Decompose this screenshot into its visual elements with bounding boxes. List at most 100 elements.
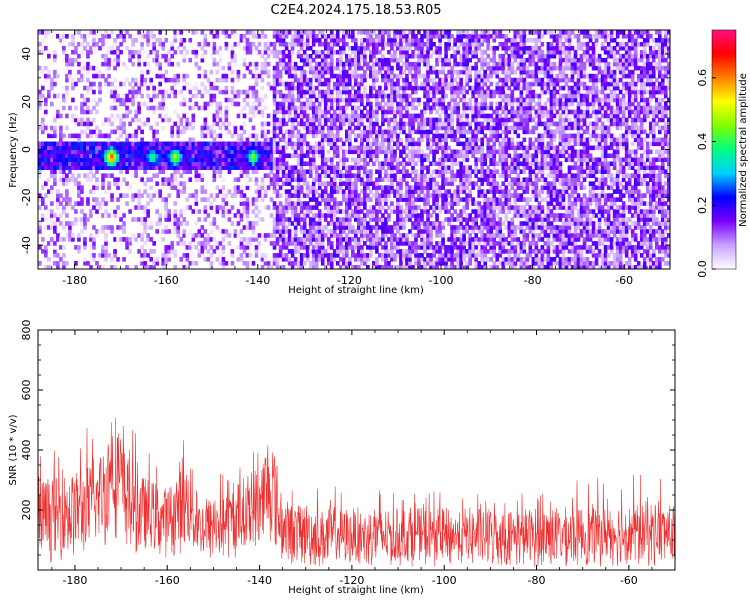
heatmap-cell	[44, 77, 48, 83]
heatmap-cell	[221, 161, 226, 167]
heatmap-cell	[414, 53, 418, 59]
heatmap-cell	[405, 141, 409, 147]
heatmap-cell	[308, 249, 313, 254]
heatmap-cell	[372, 245, 376, 250]
heatmap-cell	[302, 125, 307, 131]
heatmap-cell	[284, 229, 289, 234]
heatmap-cell	[122, 213, 126, 218]
heatmap-cell	[290, 141, 295, 147]
heatmap-cell	[381, 221, 385, 226]
heatmap-cell	[335, 145, 340, 151]
heatmap-cell	[170, 89, 175, 95]
heatmap-cell	[44, 249, 48, 254]
heatmap-cell	[357, 165, 361, 171]
heatmap-cell	[426, 221, 430, 226]
heatmap-cell	[284, 85, 289, 91]
heatmap-cell	[104, 133, 108, 139]
heatmap-cell	[399, 57, 403, 63]
heatmap-cell	[209, 81, 214, 87]
heatmap-cell	[369, 93, 373, 99]
heatmap-cell	[47, 149, 51, 155]
heatmap-cell	[396, 109, 400, 115]
heatmap-cell	[350, 157, 355, 163]
heatmap-cell	[74, 217, 78, 222]
heatmap-cell	[287, 153, 292, 159]
heatmap-cell	[134, 173, 138, 178]
heatmap-cell	[357, 105, 361, 111]
heatmap-cell	[71, 117, 75, 123]
heatmap-cell	[143, 145, 147, 151]
heatmap-cell	[134, 89, 138, 95]
heatmap-cell	[215, 113, 220, 119]
heatmap-cell	[329, 257, 334, 262]
heatmap-cell	[432, 125, 436, 131]
heatmap-cell	[399, 161, 403, 167]
heatmap-cell	[164, 249, 169, 254]
heatmap-cell	[38, 173, 42, 178]
heatmap-cell	[176, 181, 181, 186]
heatmap-cell	[95, 177, 99, 182]
heatmap-cell	[350, 197, 355, 202]
heatmap-cell	[468, 233, 472, 238]
heatmap-cell	[62, 57, 66, 63]
heatmap-cell	[444, 169, 448, 174]
heatmap-cell	[53, 221, 57, 226]
heatmap-cell	[314, 129, 319, 135]
heatmap-cell	[414, 61, 418, 67]
heatmap-cell	[317, 145, 322, 151]
heatmap-cell	[203, 33, 208, 39]
heatmap-cell	[71, 33, 75, 39]
heatmap-cell	[44, 193, 48, 198]
heatmap-cell	[369, 145, 373, 151]
heatmap-cell	[287, 30, 292, 35]
heatmap-cell	[212, 145, 217, 151]
heatmap-cell	[164, 93, 169, 99]
heatmap-cell	[275, 125, 280, 131]
heatmap-cell	[236, 189, 241, 194]
heatmap-cell	[281, 117, 286, 123]
heatmap-cell	[363, 129, 367, 135]
heatmap-cell	[435, 169, 439, 174]
heatmap-cell	[344, 221, 349, 226]
heatmap-cell	[335, 221, 340, 226]
heatmap-cell	[462, 125, 466, 131]
heatmap-cell	[471, 89, 475, 95]
heatmap-cell	[212, 217, 217, 222]
heatmap-cell	[152, 149, 156, 155]
heatmap-cell	[65, 213, 69, 218]
heatmap-cell	[215, 149, 220, 155]
heatmap-cell	[134, 133, 138, 139]
heatmap-cell	[224, 41, 229, 47]
heatmap-cell	[396, 245, 400, 250]
heatmap-cell	[50, 237, 54, 242]
heatmap-cell	[450, 257, 454, 262]
heatmap-cell	[287, 177, 292, 182]
heatmap-cell	[347, 181, 352, 186]
heatmap-cell	[314, 49, 319, 55]
heatmap-cell	[414, 37, 418, 43]
heatmap-cell	[95, 109, 99, 115]
heatmap-cell	[323, 173, 328, 178]
heatmap-cell	[215, 105, 220, 111]
heatmap-cell	[134, 37, 138, 43]
heatmap-cell	[281, 61, 286, 67]
heatmap-cell	[305, 113, 310, 119]
heatmap-cell	[56, 145, 60, 151]
heatmap-cell	[459, 161, 463, 167]
heatmap-cell	[369, 133, 373, 139]
heatmap-cell	[399, 225, 403, 230]
heatmap-cell	[332, 225, 337, 230]
heatmap-cell	[444, 265, 448, 269]
heatmap-cell	[224, 229, 229, 234]
heatmap-cell	[323, 265, 328, 269]
heatmap-cell	[116, 149, 120, 155]
heatmap-cell	[465, 45, 469, 51]
heatmap-cell	[152, 133, 156, 139]
heatmap-cell	[305, 229, 310, 234]
heatmap-cell	[456, 149, 460, 155]
heatmap-cell	[104, 237, 108, 242]
heatmap-cell	[62, 33, 66, 39]
heatmap-cell	[209, 245, 214, 250]
heatmap-cell	[281, 149, 286, 155]
heatmap-cell	[116, 93, 120, 99]
